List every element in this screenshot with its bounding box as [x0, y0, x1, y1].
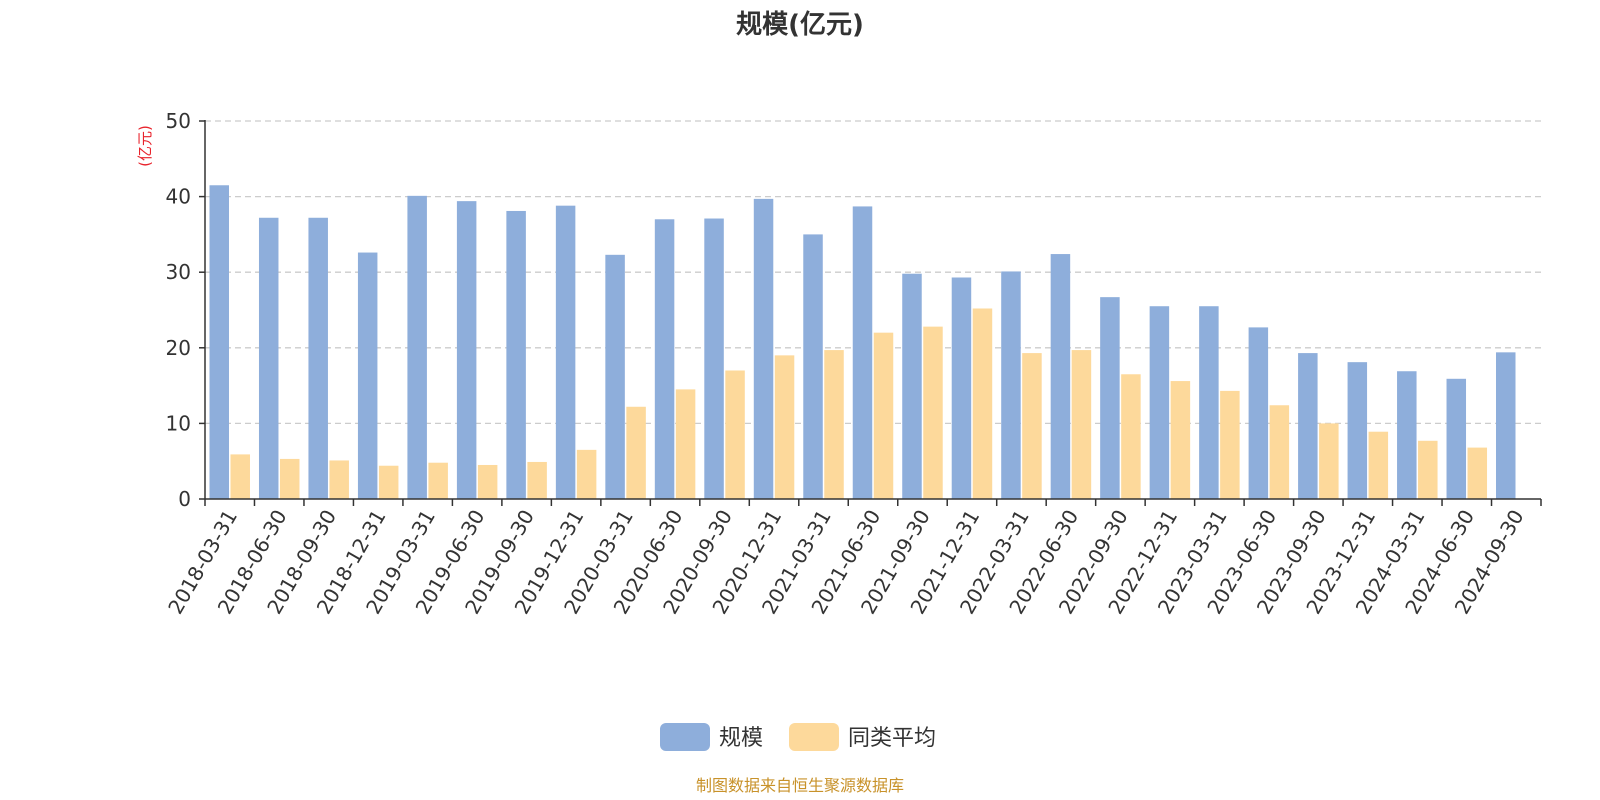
legend-item-peer-average[interactable]: 同类平均 [789, 723, 936, 751]
bar-scale[interactable] [1347, 362, 1368, 499]
bar-scale[interactable] [407, 195, 427, 499]
legend-item-scale[interactable]: 规模 [660, 723, 763, 751]
bar-scale[interactable] [1199, 306, 1219, 499]
bar-peer-average[interactable] [1170, 381, 1191, 499]
bar-scale[interactable] [1397, 371, 1417, 499]
bar-peer-average[interactable] [675, 389, 696, 499]
bar-peer-average[interactable] [428, 462, 448, 499]
y-tick-label: 30 [166, 260, 191, 284]
bar-scale[interactable] [1248, 327, 1269, 499]
bar-scale[interactable] [951, 277, 972, 499]
bar-peer-average[interactable] [972, 308, 993, 499]
bar-peer-average[interactable] [378, 465, 399, 499]
bar-scale[interactable] [605, 254, 625, 499]
y-tick-label: 50 [166, 109, 191, 133]
bar-scale[interactable] [1496, 352, 1516, 499]
bar-peer-average[interactable] [1269, 405, 1290, 499]
bars [209, 185, 1516, 500]
bar-peer-average[interactable] [626, 406, 646, 499]
legend-swatch [789, 723, 839, 751]
bar-scale[interactable] [902, 273, 922, 499]
bar-peer-average[interactable] [1368, 431, 1389, 499]
bar-scale[interactable] [852, 206, 873, 500]
bar-scale[interactable] [753, 198, 774, 500]
bar-peer-average[interactable] [824, 350, 844, 499]
bar-scale[interactable] [1100, 297, 1120, 499]
legend-label: 规模 [719, 726, 763, 751]
bar-scale[interactable] [555, 205, 576, 499]
legend-swatch [660, 723, 710, 751]
bar-scale[interactable] [357, 252, 378, 499]
bar-peer-average[interactable] [279, 458, 300, 499]
legend[interactable]: 规模 同类平均 [660, 723, 936, 751]
y-axis-unit: (亿元) [136, 125, 154, 167]
bar-scale[interactable] [506, 210, 526, 500]
bar-peer-average[interactable] [477, 464, 498, 499]
bar-peer-average[interactable] [1319, 423, 1339, 499]
y-tick-label: 0 [178, 487, 191, 511]
bar-scale[interactable] [1298, 353, 1318, 499]
legend-label: 同类平均 [848, 726, 936, 751]
bar-peer-average[interactable] [923, 326, 943, 499]
bar-peer-average[interactable] [329, 460, 349, 499]
bar-scale[interactable] [654, 219, 675, 499]
y-axis: 0 10 20 30 40 50 [166, 109, 206, 511]
bar-peer-average[interactable] [1071, 350, 1092, 499]
bar-peer-average[interactable] [527, 461, 547, 499]
y-tick-label: 40 [166, 185, 191, 209]
source-note: 制图数据来自恒生聚源数据库 [696, 776, 904, 795]
chart-title: 规模(亿元) [736, 10, 864, 40]
bar-scale[interactable] [1446, 378, 1467, 499]
grid-lines [205, 120, 1541, 425]
y-tick-label: 10 [166, 411, 191, 435]
bar-scale[interactable] [308, 217, 328, 499]
bar-peer-average[interactable] [230, 454, 250, 499]
bar-scale[interactable] [209, 185, 229, 499]
bar-peer-average[interactable] [1022, 353, 1042, 499]
bar-peer-average[interactable] [1467, 447, 1488, 499]
bar-scale[interactable] [1050, 254, 1071, 499]
bar-scale[interactable] [803, 234, 823, 499]
bar-scale[interactable] [456, 201, 477, 500]
x-axis: 2018-03-312018-06-302018-09-302018-12-31… [163, 498, 1542, 618]
bar-scale[interactable] [1149, 306, 1170, 499]
bar-peer-average[interactable] [774, 355, 795, 499]
bar-peer-average[interactable] [1121, 374, 1141, 499]
y-tick-label: 20 [166, 336, 191, 360]
bar-scale[interactable] [258, 217, 279, 499]
bar-peer-average[interactable] [576, 449, 597, 499]
bar-peer-average[interactable] [725, 370, 745, 499]
bar-peer-average[interactable] [1418, 440, 1438, 499]
bar-scale[interactable] [1001, 271, 1021, 499]
bar-scale[interactable] [704, 218, 724, 500]
bar-peer-average[interactable] [873, 332, 894, 499]
bar-peer-average[interactable] [1220, 390, 1240, 499]
